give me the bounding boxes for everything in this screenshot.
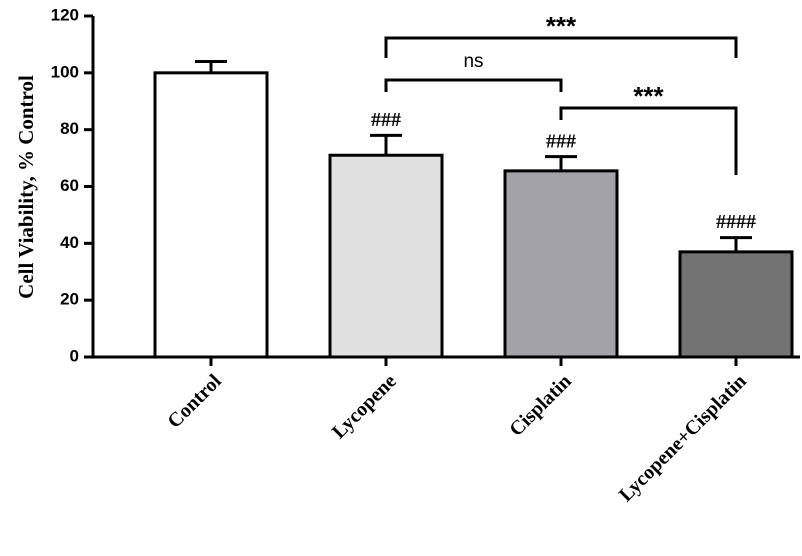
x-tick-label: Lycopene+Cisplatin	[615, 370, 751, 506]
significance-label: ***	[546, 11, 577, 41]
bar	[328, 153, 444, 359]
significance-bracket	[384, 78, 563, 92]
significance-marker: ####	[716, 211, 756, 233]
y-tick-label: 40	[60, 233, 79, 252]
significance-marker: ###	[371, 109, 401, 131]
significance-label: ***	[633, 81, 664, 111]
y-tick-label: 60	[60, 176, 79, 195]
y-tick-label: 120	[51, 5, 79, 24]
significance-marker: ###	[546, 130, 576, 152]
y-tick-label: 100	[51, 62, 79, 81]
significance-label: ns	[463, 51, 483, 72]
x-tick-label: Cisplatin	[505, 370, 576, 441]
significance-bracket	[559, 106, 738, 175]
y-tick-label: 0	[70, 346, 79, 365]
bar	[153, 71, 269, 359]
y-tick-label: 80	[60, 119, 79, 138]
y-axis-label: Cell Viability, % Control	[14, 75, 38, 299]
y-tick-label: 20	[60, 290, 79, 309]
bar	[503, 169, 619, 359]
significance-bracket	[384, 36, 738, 58]
x-tick-label: Control	[163, 370, 226, 433]
bar	[678, 250, 794, 359]
x-tick-label: Lycopene	[328, 370, 401, 443]
